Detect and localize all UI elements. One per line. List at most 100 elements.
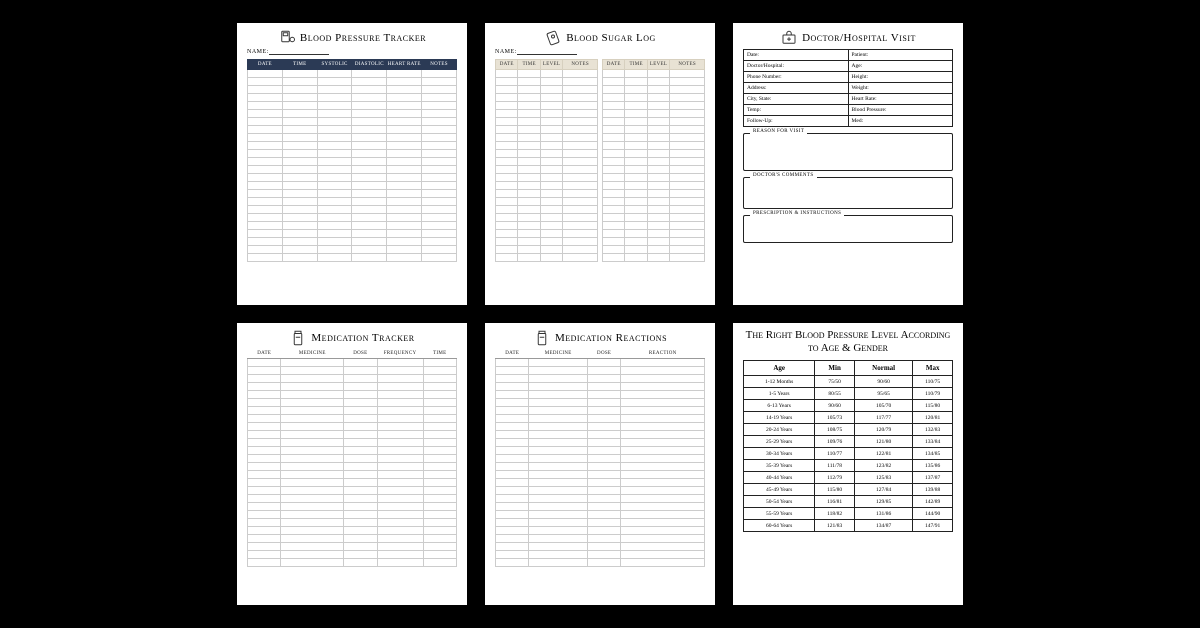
field-label: Heart Rate:: [848, 94, 953, 105]
table-row: [496, 415, 705, 423]
table-row: [248, 238, 457, 246]
table-row: [496, 471, 705, 479]
sheet-blood-pressure-tracker: Blood Pressure Tracker NAME: datetimesys…: [237, 23, 467, 305]
cell: 60-64 Years: [744, 520, 815, 532]
cell: 90/60: [854, 376, 912, 388]
cell: 90/60: [815, 400, 855, 412]
col-header: time: [625, 60, 647, 70]
col-header: Reaction: [621, 349, 705, 359]
table-row: 55-59 Years118/82131/86144/90: [744, 508, 953, 520]
table-row: [496, 198, 598, 206]
page-title: Medication Tracker: [311, 332, 414, 344]
table-row: [603, 230, 705, 238]
sheet-bp-reference: The Right Blood Pressure Level According…: [733, 323, 963, 605]
table-row: [248, 527, 457, 535]
table-row: [603, 94, 705, 102]
table-row: [496, 447, 705, 455]
table-row: [496, 70, 598, 78]
table-row: [496, 359, 705, 367]
cell: 115/80: [913, 400, 953, 412]
cell: 112/79: [815, 472, 855, 484]
col-header: Age: [744, 361, 815, 376]
table-row: [496, 254, 598, 262]
table-row: [248, 78, 457, 86]
table-row: [496, 511, 705, 519]
table-row: [496, 166, 598, 174]
cell: 14-19 Years: [744, 412, 815, 424]
table-row: 35-39 Years111/78123/82135/86: [744, 460, 953, 472]
table-row: 14-19 Years105/73117/77120/81: [744, 412, 953, 424]
cell: 35-39 Years: [744, 460, 815, 472]
table-row: [248, 439, 457, 447]
table-row: [248, 150, 457, 158]
table-row: [248, 375, 457, 383]
table-row: 1-12 Months75/5090/60110/75: [744, 376, 953, 388]
table-row: [248, 174, 457, 182]
cell: 147/91: [913, 520, 953, 532]
cell: 110/79: [913, 388, 953, 400]
col-header: heart rate: [387, 60, 422, 70]
field-label: Blood Pressure:: [848, 105, 953, 116]
table-row: 40-44 Years112/79125/83137/87: [744, 472, 953, 484]
med-tracker-table: DateMedicineDoseFrequencyTime: [247, 349, 457, 567]
table-row: [248, 166, 457, 174]
table-row: [248, 110, 457, 118]
table-row: [248, 246, 457, 254]
cell: 116/81: [815, 496, 855, 508]
sugar-table-left: datetimelevelnotes: [495, 59, 598, 262]
cell: 1-5 Years: [744, 388, 815, 400]
table-row: [248, 134, 457, 142]
table-row: [603, 86, 705, 94]
table-row: [496, 503, 705, 511]
cell: 131/86: [854, 508, 912, 520]
table-row: [248, 142, 457, 150]
bp-reference-table: AgeMinNormalMax1-12 Months75/5090/60110/…: [743, 360, 953, 532]
table-row: [248, 70, 457, 78]
page-title: Blood Sugar Log: [566, 32, 656, 44]
table-row: [603, 102, 705, 110]
table-row: [496, 110, 598, 118]
field-label: Height:: [848, 72, 953, 83]
cell: 127/84: [854, 484, 912, 496]
table-row: [248, 182, 457, 190]
table-row: [496, 551, 705, 559]
medical-bag-icon: [780, 29, 798, 47]
col-header: time: [518, 60, 540, 70]
col-header: Date: [496, 349, 529, 359]
field-label: Phone Number:: [744, 72, 849, 83]
table-row: 25-29 Years109/76121/80133/84: [744, 436, 953, 448]
field-label: Weight:: [848, 83, 953, 94]
cell: 134/85: [913, 448, 953, 460]
cell: 142/89: [913, 496, 953, 508]
table-row: [496, 527, 705, 535]
table-row: [496, 463, 705, 471]
table-row: [248, 391, 457, 399]
cell: 137/87: [913, 472, 953, 484]
table-row: [496, 222, 598, 230]
table-row: [496, 118, 598, 126]
comments-box: DOCTOR'S COMMENTS: [743, 177, 953, 209]
col-header: diastolic: [352, 60, 387, 70]
table-row: [603, 134, 705, 142]
table-row: 6-13 Years90/60105/70115/80: [744, 400, 953, 412]
cell: 110/77: [815, 448, 855, 460]
table-row: [496, 543, 705, 551]
cell: 105/70: [854, 400, 912, 412]
sheet-medication-reactions: Medication Reactions DateMedicineDoseRea…: [485, 323, 715, 605]
cell: 40-44 Years: [744, 472, 815, 484]
table-row: [603, 214, 705, 222]
cell: 135/86: [913, 460, 953, 472]
table-row: [248, 126, 457, 134]
info-row: Temp:Blood Pressure:: [744, 105, 953, 116]
cell: 25-29 Years: [744, 436, 815, 448]
table-row: [496, 479, 705, 487]
table-row: [496, 126, 598, 134]
table-row: 20-24 Years108/75120/79132/83: [744, 424, 953, 436]
cell: 121/83: [815, 520, 855, 532]
col-header: Medicine: [281, 349, 344, 359]
reason-box: REASON FOR VISIT: [743, 133, 953, 171]
table-row: [496, 158, 598, 166]
cell: 111/78: [815, 460, 855, 472]
table-row: [496, 383, 705, 391]
table-row: [248, 230, 457, 238]
